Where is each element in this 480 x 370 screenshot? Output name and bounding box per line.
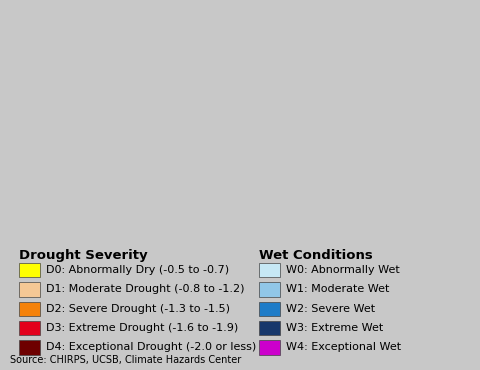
Text: W2: Severe Wet: W2: Severe Wet xyxy=(286,304,375,314)
Text: W4: Exceptional Wet: W4: Exceptional Wet xyxy=(286,343,401,353)
Text: D0: Abnormally Dry (-0.5 to -0.7): D0: Abnormally Dry (-0.5 to -0.7) xyxy=(46,265,229,275)
Text: Source: CHIRPS, UCSB, Climate Hazards Center: Source: CHIRPS, UCSB, Climate Hazards Ce… xyxy=(10,355,241,365)
Bar xyxy=(259,321,280,335)
Text: D3: Extreme Drought (-1.6 to -1.9): D3: Extreme Drought (-1.6 to -1.9) xyxy=(46,323,238,333)
Bar xyxy=(19,321,40,335)
Text: Drought Severity: Drought Severity xyxy=(19,249,148,262)
Bar xyxy=(259,263,280,277)
Bar xyxy=(19,340,40,355)
Text: D1: Moderate Drought (-0.8 to -1.2): D1: Moderate Drought (-0.8 to -1.2) xyxy=(46,285,244,295)
Bar xyxy=(259,340,280,355)
Text: D2: Severe Drought (-1.3 to -1.5): D2: Severe Drought (-1.3 to -1.5) xyxy=(46,304,229,314)
Bar xyxy=(19,302,40,316)
Text: Wet Conditions: Wet Conditions xyxy=(259,249,373,262)
Text: W1: Moderate Wet: W1: Moderate Wet xyxy=(286,285,389,295)
Bar xyxy=(19,263,40,277)
Bar xyxy=(19,282,40,297)
Text: W0: Abnormally Wet: W0: Abnormally Wet xyxy=(286,265,399,275)
Bar xyxy=(259,302,280,316)
Text: D4: Exceptional Drought (-2.0 or less): D4: Exceptional Drought (-2.0 or less) xyxy=(46,343,256,353)
Bar xyxy=(259,282,280,297)
Text: W3: Extreme Wet: W3: Extreme Wet xyxy=(286,323,383,333)
